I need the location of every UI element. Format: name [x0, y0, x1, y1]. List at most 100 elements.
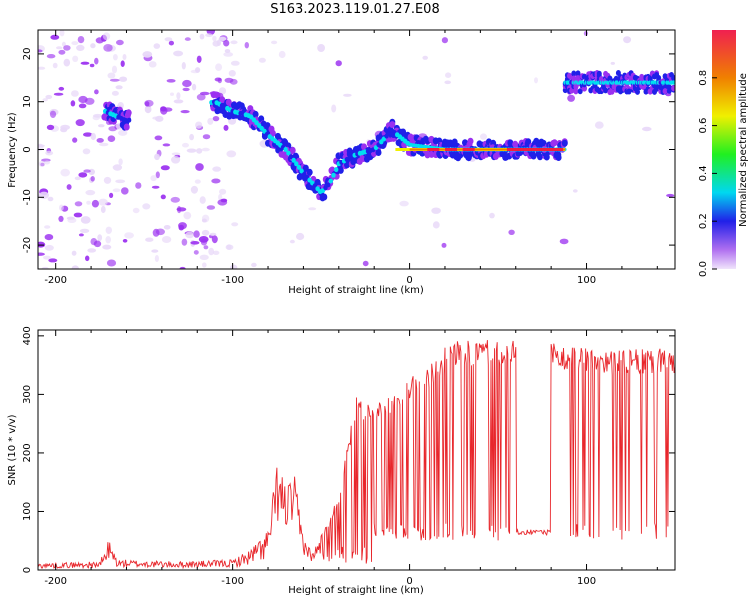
ridge-halo	[125, 109, 132, 117]
noise-blob	[195, 121, 203, 129]
noise-blob	[201, 147, 210, 152]
colorbar-tick-label: 0.6	[698, 118, 709, 134]
noise-blob	[489, 212, 495, 219]
noise-blob	[60, 168, 70, 177]
ridge-halo	[551, 139, 558, 147]
noise-blob	[124, 232, 134, 239]
chart-title: S163.2023.119.01.27.E08	[270, 2, 440, 17]
noise-blob	[567, 94, 575, 102]
noise-blob	[190, 185, 198, 194]
bottom-ytick-label: 100	[22, 502, 33, 521]
noise-blob	[171, 152, 181, 156]
top-ytick-label: -20	[22, 237, 33, 253]
ridge-halo	[525, 138, 532, 146]
band-core	[671, 80, 675, 85]
noise-blob	[508, 229, 515, 235]
noise-blob	[431, 207, 441, 214]
noise-blob	[63, 45, 71, 51]
noise-blob	[231, 222, 239, 227]
noise-blob	[154, 153, 160, 161]
noise-blob	[331, 104, 337, 113]
noise-blob	[583, 31, 589, 36]
noise-blob	[186, 148, 197, 153]
noise-blob	[182, 87, 190, 92]
noise-blob	[193, 250, 199, 255]
noise-blob	[145, 237, 154, 242]
ridge-core	[331, 172, 336, 178]
noise-blob	[38, 252, 45, 256]
noise-blob	[72, 137, 78, 143]
noise-blob	[258, 57, 266, 63]
noise-blob	[121, 187, 129, 195]
noise-blob	[151, 249, 159, 253]
noise-blob	[44, 234, 54, 241]
noise-blob	[102, 244, 112, 250]
noise-blob	[52, 62, 58, 69]
noise-blob	[71, 250, 77, 256]
colorbar-tick-label: 0.4	[698, 165, 709, 181]
noise-blob	[144, 99, 154, 107]
band-halo	[603, 87, 609, 94]
noise-blob	[153, 43, 161, 49]
ridge-peak-red	[542, 148, 555, 151]
ridge-halo	[555, 154, 562, 161]
snr-series	[38, 340, 675, 570]
noise-blob	[173, 50, 184, 57]
noise-blob	[199, 33, 205, 40]
noise-blob	[572, 189, 578, 193]
noise-blob	[399, 200, 409, 207]
noise-blob	[73, 212, 83, 218]
noise-blob	[119, 76, 128, 82]
ridge-core	[326, 182, 331, 188]
noise-blob	[208, 247, 215, 256]
noise-blob	[223, 52, 234, 57]
noise-blob	[183, 211, 192, 220]
noise-blob	[99, 142, 109, 147]
noise-blob	[100, 205, 106, 214]
band-halo	[575, 70, 581, 77]
ridge-halo	[252, 110, 259, 118]
noise-blob	[308, 207, 317, 211]
noise-blob	[212, 35, 217, 42]
noise-blob	[90, 43, 96, 49]
noise-blob	[85, 189, 96, 196]
ridge-core	[294, 161, 299, 167]
band-halo	[569, 87, 575, 94]
noise-blob	[594, 121, 604, 129]
colorbar-ticks: 0.0 0.2 0.4 0.6 0.8	[698, 70, 717, 277]
noise-blob	[559, 238, 569, 245]
noise-blob	[45, 94, 53, 100]
noise-blob	[202, 134, 211, 140]
noise-blob	[42, 98, 48, 102]
noise-blob	[215, 63, 223, 71]
noise-blob	[180, 110, 190, 114]
noise-blob	[71, 90, 79, 97]
noise-blob	[161, 236, 172, 243]
noise-blob	[160, 194, 166, 200]
noise-blob	[107, 135, 116, 142]
bottom-ytick-label: 200	[22, 443, 33, 462]
ridge-core	[299, 168, 304, 174]
noise-blob	[122, 54, 127, 60]
noise-blob	[132, 207, 140, 214]
noise-blob	[177, 206, 182, 214]
ridge-peak-red	[445, 148, 457, 151]
noise-blob	[271, 40, 278, 45]
noise-blob	[76, 44, 85, 52]
noise-blob	[135, 182, 142, 189]
noise-blob	[216, 39, 221, 46]
noise-blob	[152, 228, 160, 237]
noise-blob	[96, 138, 104, 143]
noise-blob	[50, 34, 60, 40]
noise-blob	[199, 91, 210, 96]
noise-blob	[182, 79, 192, 88]
noise-blob	[196, 93, 206, 101]
noise-blob	[66, 184, 72, 190]
noise-blob	[98, 198, 108, 206]
ridge-core	[334, 167, 339, 173]
noise-blob	[182, 142, 189, 148]
noise-blob	[70, 100, 76, 107]
noise-blob	[109, 78, 120, 82]
bottom-xtick-label: -200	[44, 576, 67, 587]
noise-blob	[142, 203, 151, 210]
